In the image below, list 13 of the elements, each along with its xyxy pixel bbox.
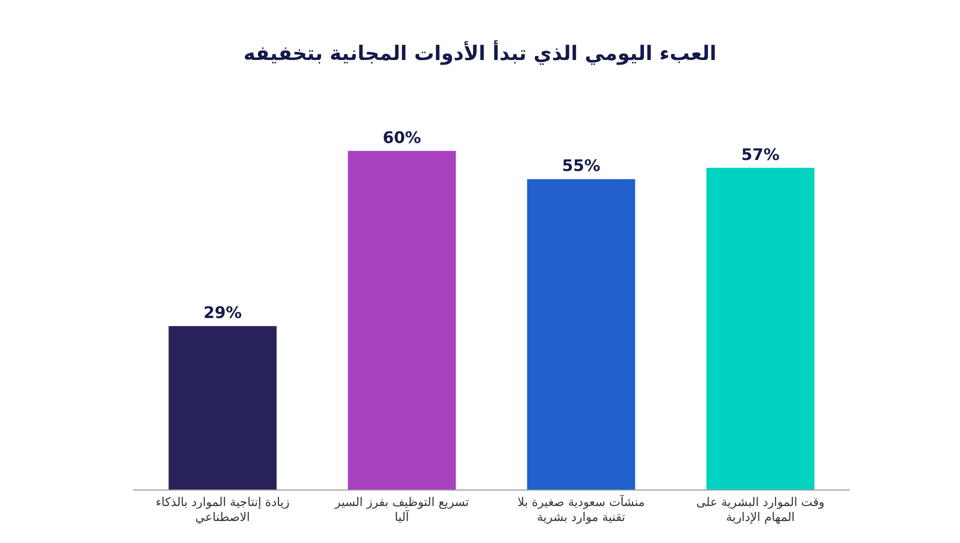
x-tick-label: وقت الموارد البشرية على المهام الإدارية — [696, 495, 824, 524]
x-tick-label: زيادة إنتاجية الموارد بالذكاء الاصطناعي — [156, 495, 290, 524]
bar — [706, 168, 814, 490]
bar — [168, 326, 277, 490]
data-label: 57% — [741, 144, 780, 164]
data-label: 29% — [203, 303, 242, 322]
x-tick-label: منشآت سعودية صغيرة بلا تقنية موارد بشرية — [517, 494, 645, 524]
bar — [348, 150, 456, 490]
data-label: 55% — [562, 156, 600, 176]
x-tick-label: تسريع التوظيف بفرز السير آليا — [334, 495, 469, 524]
chart-title: العبء اليومي الذي تبدأ الأدوات المجانية بتخفيفه — [244, 40, 716, 65]
bar — [527, 179, 636, 490]
data-label: 60% — [382, 128, 422, 147]
